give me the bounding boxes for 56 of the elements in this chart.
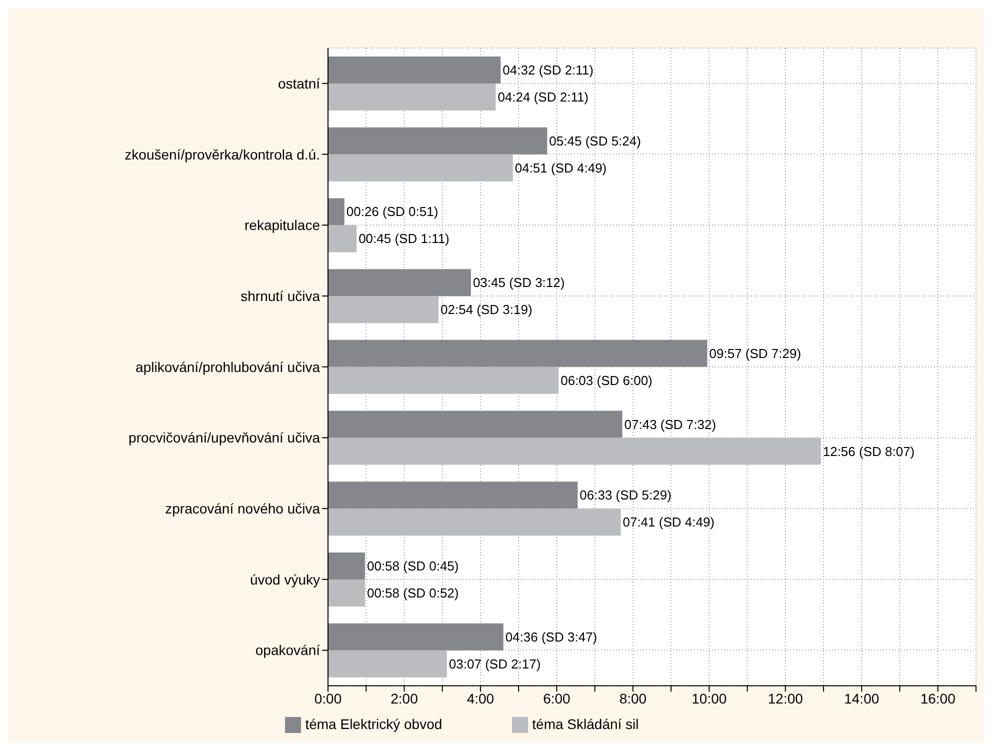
bar [328, 154, 513, 182]
bar [328, 552, 365, 580]
y-tick-label: shrnutí učiva [240, 288, 320, 304]
bar [328, 579, 365, 606]
bar [328, 198, 344, 226]
bar [328, 84, 496, 111]
x-tick-label: 14:00 [844, 690, 880, 707]
x-tick-label: 2:00 [390, 690, 418, 707]
data-label: 03:45 (SD 3:12) [472, 275, 565, 290]
x-tick-label: 8:00 [619, 690, 647, 707]
data-label: 06:33 (SD 5:29) [580, 488, 672, 503]
y-tick-label: ostatní [278, 75, 320, 92]
bar [328, 438, 821, 465]
bar [328, 56, 501, 84]
bar [328, 340, 708, 367]
x-tick-label: 4:00 [466, 690, 494, 707]
legend-label: téma Elektrický obvod [305, 716, 442, 732]
bar [328, 482, 578, 509]
y-tick-label: zpracování nového učiva [165, 500, 320, 517]
x-tick-label: 0:00 [314, 690, 342, 707]
data-label: 00:58 (SD 0:45) [366, 558, 459, 574]
data-label: 07:43 (SD 7:32) [624, 416, 716, 432]
bar [328, 623, 504, 650]
data-label: 02:54 (SD 3:19) [440, 302, 532, 318]
bar [328, 225, 357, 252]
data-label: 04:32 (SD 2:11) [502, 62, 594, 78]
data-label: 04:51 (SD 4:49) [514, 160, 607, 176]
data-label: 07:41 (SD 4:49) [622, 514, 715, 530]
data-label: 03:07 (SD 2:17) [448, 656, 541, 672]
x-tick-label: 6:00 [543, 690, 571, 707]
data-label: 09:57 (SD 7:29) [709, 346, 802, 361]
bar [328, 366, 559, 394]
bar [328, 269, 471, 296]
data-label: 04:36 (SD 3:47) [505, 629, 598, 644]
legend-label: téma Skládání sil [532, 716, 639, 732]
data-label: 06:03 (SD 6:00) [560, 372, 652, 388]
y-tick-label: rekapitulace [244, 217, 320, 234]
x-tick-label: 12:00 [768, 690, 804, 707]
y-tick-label: procvičování/upevňování učiva [128, 430, 320, 446]
data-label: 04:24 (SD 2:11) [498, 90, 589, 105]
x-tick-label: 10:00 [692, 690, 727, 707]
bar [328, 508, 621, 536]
bar [328, 650, 447, 678]
data-label: 00:45 (SD 1:11) [358, 231, 450, 246]
data-label: 12:56 (SD 8:07) [822, 444, 915, 459]
bar [328, 296, 439, 324]
x-tick-label: 16:00 [920, 690, 956, 707]
data-label: 05:45 (SD 5:24) [549, 133, 641, 148]
bar [328, 127, 548, 154]
data-label: 00:26 (SD 0:51) [346, 204, 438, 220]
y-tick-label: zkoušení/prověrka/kontrola d.ú. [124, 146, 320, 162]
data-label: 00:58 (SD 0:52) [366, 585, 459, 600]
y-tick-label: aplikování/prohlubování učiva [136, 358, 320, 375]
y-tick-label: opakování [255, 642, 320, 658]
y-tick-label: úvod výuky [250, 571, 320, 588]
bar [328, 410, 622, 438]
